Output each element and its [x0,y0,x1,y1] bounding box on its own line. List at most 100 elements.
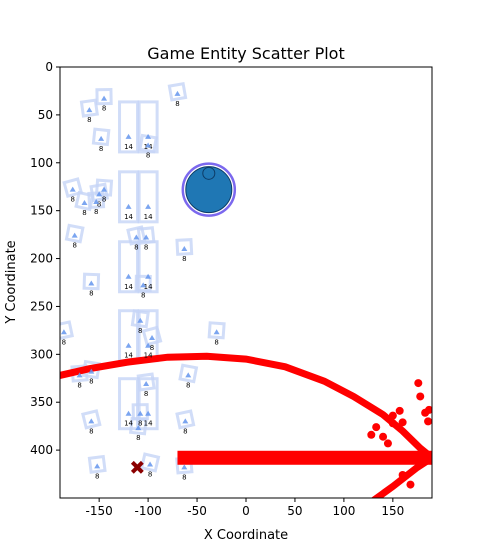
entity-marker [88,280,94,285]
red-point [399,418,407,426]
entity-label: 8 [89,289,93,297]
entity-marker [214,329,220,334]
entity-label: 8 [70,196,74,204]
entity-label: 8 [144,390,148,398]
red-point [389,419,397,427]
entity-marker [181,246,187,251]
red-point [406,481,414,489]
entity-label: 8 [87,116,91,124]
entity-label: 8 [99,145,103,153]
entity-marker [81,200,87,205]
y-tick-label: 300 [30,347,53,361]
entity-marker [98,136,104,141]
entity-marker [88,418,94,423]
entity-label: 8 [94,208,98,216]
y-axis-label: Y Coordinate [4,240,19,324]
y-tick-label: 250 [30,299,53,313]
red-arc [60,356,432,458]
red-point [396,407,404,415]
x-tick-label: -100 [134,504,161,518]
entity-label: 14 [144,213,153,221]
y-tick-label: 200 [30,252,53,266]
entity-label: 8 [175,100,179,108]
entity-label: 14 [124,420,133,428]
entity-label: 8 [89,427,93,435]
x-axis-label: X Coordinate [204,528,288,543]
entity-marker [149,335,155,340]
entity-label: 8 [138,327,142,335]
y-tick-label: 0 [45,60,53,74]
y-tick-label: 100 [30,156,53,170]
x-tick-label: 150 [381,504,404,518]
entity-marker [72,233,78,238]
entity-label: 8 [146,152,150,160]
red-point [389,412,397,420]
red-point [384,439,392,447]
entity-label: 14 [124,352,133,360]
entity-label: 8 [102,196,106,204]
entity-marker [181,464,187,469]
red-point [379,433,387,441]
x-tick-label: 50 [287,504,302,518]
red-point [367,431,375,439]
entity-label: 14 [124,283,133,291]
entity-label: 8 [134,243,138,251]
plot-area: 8888888888888881414141414141414141488888… [56,84,438,508]
y-tick-label: 400 [30,443,53,457]
entity-label: 8 [182,473,186,481]
entity-label: 8 [95,472,99,480]
red-point [416,392,424,400]
small-circle [203,167,215,179]
red-arrow-head [418,446,438,470]
entity-marker [185,372,191,377]
entity-marker [174,91,180,96]
entity-marker [126,204,132,209]
chart-title: Game Entity Scatter Plot [147,44,344,63]
entity-marker [143,381,149,386]
entity-label: 8 [144,243,148,251]
entity-label: 8 [136,434,140,442]
entity-label: 8 [148,470,152,478]
entity-label: 8 [82,209,86,217]
entity-marker [126,274,132,279]
entity-marker [126,411,132,416]
x-tick-label: -50 [187,504,207,518]
red-point [372,423,380,431]
entity-marker [147,461,153,466]
entity-marker [94,463,100,468]
entity-label: 8 [89,378,93,386]
entity-label: 14 [144,352,153,360]
red-point [424,417,432,425]
entity-label: 8 [141,291,145,299]
x-tick-label: -150 [86,504,113,518]
y-tick-label: 150 [30,204,53,218]
entity-label: 8 [77,381,81,389]
entity-label: 8 [186,381,190,389]
entity-label: 8 [150,344,154,352]
x-tick-label: 100 [332,504,355,518]
red-arrow-shaft [177,451,432,465]
entity-marker [70,187,76,192]
entity-label: 8 [182,255,186,263]
entity-label: 14 [124,213,133,221]
entity-marker [101,96,107,101]
entity-label: 8 [214,338,218,346]
entity-label: 14 [144,420,153,428]
entity-marker [126,134,132,139]
entity-marker [126,343,132,348]
entity-marker [182,418,188,423]
entity-marker [145,204,151,209]
entity-marker [61,329,67,334]
y-tick-label: 350 [30,395,53,409]
entity-label: 14 [124,143,133,151]
x-tick-label: 0 [242,504,250,518]
entity-marker [86,107,92,112]
entity-label: 8 [183,427,187,435]
red-point [399,471,407,479]
plot-frame [60,67,432,498]
red-point [414,379,422,387]
entity-label: 8 [72,242,76,250]
entity-label: 8 [102,105,106,113]
